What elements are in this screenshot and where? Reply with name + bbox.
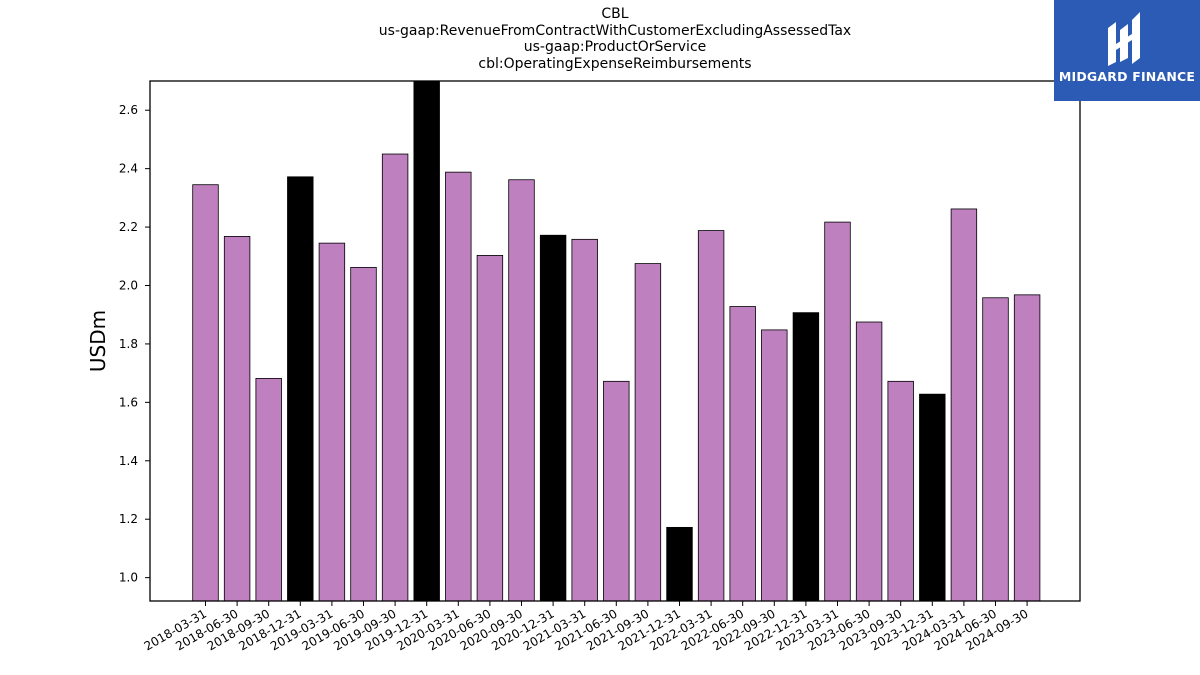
- y-axis-label: USDm: [86, 310, 110, 372]
- y-tick-label: 1.6: [119, 395, 138, 409]
- chart-title-line-4: cbl:OperatingExpenseReimbursements: [478, 55, 752, 72]
- chart-title-line-3: us-gaap:ProductOrService: [523, 39, 707, 55]
- bar-2022-06-30: [729, 306, 756, 602]
- bar-2023-12-31: [919, 393, 946, 602]
- y-tick-label: 2.2: [119, 220, 138, 234]
- bar-2019-03-31: [318, 242, 346, 602]
- bar-2020-09-30: [508, 179, 535, 602]
- bar-2020-12-31: [539, 234, 567, 602]
- chart-title-line-1: CBL: [601, 6, 629, 22]
- y-tick-label: 1.2: [119, 512, 138, 526]
- y-tick-label: 1.4: [119, 454, 138, 468]
- y-tick-label: 2.4: [119, 162, 138, 176]
- bar-2022-09-30: [761, 329, 788, 602]
- bar-2024-06-30: [982, 297, 1009, 602]
- bar-2018-03-31: [192, 184, 219, 602]
- bar-2019-09-30: [381, 153, 409, 602]
- bar-2019-06-30: [350, 266, 377, 602]
- logo-text: MIDGARD FINANCE: [1058, 69, 1196, 84]
- midgard-finance-logo: MIDGARD FINANCE: [1054, 0, 1200, 101]
- chart-title: CBL us-gaap:RevenueFromContractWithCusto…: [150, 6, 1080, 72]
- bar-2022-12-31: [792, 312, 820, 602]
- bar-2022-03-31: [697, 230, 725, 602]
- y-tick-label: 1.8: [119, 337, 138, 351]
- bar-2023-06-30: [855, 321, 883, 602]
- bar-2021-06-30: [603, 380, 630, 602]
- y-axis: 1.0 1.2 1.4 1.6 1.8 2.0 2.2 2.4 2.6: [119, 103, 150, 585]
- y-tick-label: 2.6: [119, 103, 138, 117]
- bar-2021-12-31: [666, 526, 693, 602]
- chart-title-line-2: us-gaap:RevenueFromContractWithCustomerE…: [378, 22, 852, 39]
- bar-2024-09-30: [1013, 294, 1041, 602]
- bar-2021-09-30: [634, 263, 662, 602]
- midgard-logo-icon: [1108, 12, 1140, 66]
- bar-2020-06-30: [476, 255, 504, 602]
- bar-2023-09-30: [887, 380, 914, 602]
- plot-frame: [149, 80, 1081, 602]
- y-tick-label: 2.0: [119, 278, 138, 292]
- bar-2018-09-30: [255, 377, 282, 602]
- x-axis: 2018-03-312018-06-302018-09-302018-12-31…: [142, 601, 1031, 653]
- bar-2018-12-31: [287, 176, 314, 602]
- bars-group: [192, 80, 1041, 602]
- bar-2019-12-31: [413, 80, 440, 602]
- bar-2020-03-31: [445, 171, 472, 602]
- bar-2023-03-31: [824, 221, 851, 602]
- bar-2024-03-31: [950, 208, 978, 602]
- bar-2018-06-30: [223, 236, 251, 602]
- bar-2021-03-31: [571, 238, 598, 602]
- y-tick-label: 1.0: [119, 571, 138, 585]
